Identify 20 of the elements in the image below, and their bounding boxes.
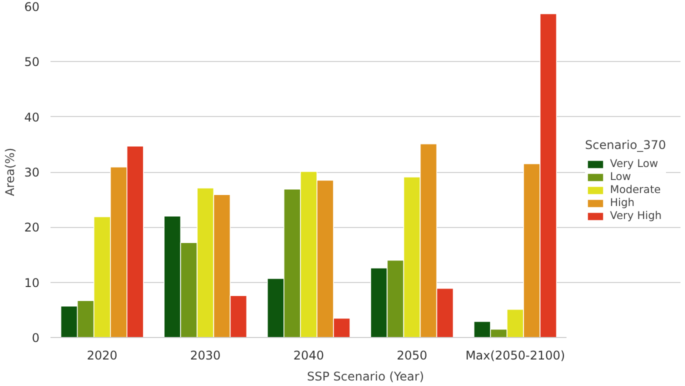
y-tick-label: 20 xyxy=(24,220,40,235)
x-tick-label: 2030 xyxy=(190,348,221,362)
legend-label: Very Low xyxy=(610,157,658,170)
legend-label: Moderate xyxy=(610,183,661,196)
legend-title: Scenario_370 xyxy=(585,138,666,152)
y-tick-label: 50 xyxy=(24,55,40,70)
y-tick-label: 30 xyxy=(24,166,40,180)
y-tick-label: 60 xyxy=(24,0,40,14)
y-tick-label: 10 xyxy=(24,276,40,290)
y-tick-label: 0 xyxy=(32,331,40,345)
y-axis-title: Area(%) xyxy=(3,148,18,196)
x-axis-title: SSP Scenario (Year) xyxy=(306,370,424,384)
x-tick-label: 2040 xyxy=(293,348,324,362)
x-tick-label: 2020 xyxy=(86,348,118,362)
x-tick-label: 2050 xyxy=(396,348,428,362)
legend-label: Low xyxy=(610,170,631,183)
legend-label: High xyxy=(610,196,634,209)
legend-label: Very High xyxy=(610,209,662,222)
y-tick-label: 40 xyxy=(24,110,40,124)
x-tick-label: Max(2050-2100) xyxy=(465,348,566,362)
